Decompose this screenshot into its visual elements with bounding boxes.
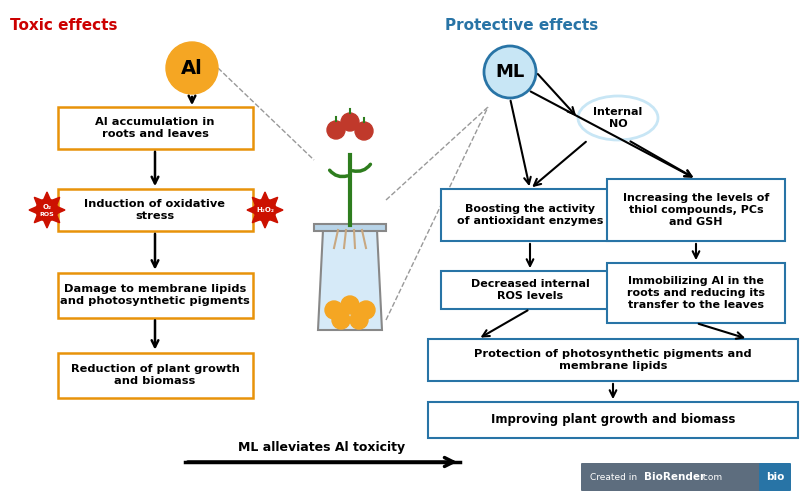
FancyBboxPatch shape [58, 353, 253, 397]
Polygon shape [318, 230, 382, 330]
Circle shape [332, 311, 350, 329]
Circle shape [36, 199, 58, 221]
Circle shape [341, 113, 359, 131]
Text: Boosting the activity
of antioxidant enzymes: Boosting the activity of antioxidant enz… [457, 204, 603, 226]
FancyBboxPatch shape [441, 271, 619, 309]
FancyBboxPatch shape [428, 402, 798, 438]
Circle shape [357, 301, 375, 319]
Text: H₂O₂: H₂O₂ [256, 207, 274, 213]
FancyBboxPatch shape [428, 339, 798, 381]
FancyBboxPatch shape [581, 463, 761, 491]
Text: Al: Al [181, 59, 203, 78]
Circle shape [350, 311, 368, 329]
Text: Internal
NO: Internal NO [594, 107, 642, 129]
Circle shape [166, 42, 218, 94]
Circle shape [341, 296, 359, 314]
Text: .com: .com [700, 472, 722, 481]
Text: Created in: Created in [590, 472, 640, 481]
Text: Toxic effects: Toxic effects [10, 18, 118, 33]
FancyBboxPatch shape [314, 224, 386, 231]
Text: Increasing the levels of
thiol compounds, PCs
and GSH: Increasing the levels of thiol compounds… [623, 192, 769, 227]
FancyBboxPatch shape [58, 107, 253, 149]
Text: bio: bio [766, 472, 784, 482]
Circle shape [484, 46, 536, 98]
Polygon shape [29, 192, 65, 228]
Polygon shape [247, 192, 283, 228]
FancyBboxPatch shape [607, 179, 785, 241]
Text: Protection of photosynthetic pigments and
membrane lipids: Protection of photosynthetic pigments an… [474, 349, 752, 371]
Circle shape [327, 121, 345, 139]
Text: ROS: ROS [40, 211, 54, 216]
Text: Reduction of plant growth
and biomass: Reduction of plant growth and biomass [70, 364, 239, 386]
FancyBboxPatch shape [759, 463, 791, 491]
Text: Decreased internal
ROS levels: Decreased internal ROS levels [470, 279, 590, 301]
Text: BioRender: BioRender [644, 472, 705, 482]
Text: Protective effects: Protective effects [445, 18, 598, 33]
Text: Induction of oxidative
stress: Induction of oxidative stress [85, 199, 226, 221]
Circle shape [355, 122, 373, 140]
Text: O₂: O₂ [42, 204, 51, 210]
Text: ML: ML [495, 63, 525, 81]
Text: ML alleviates Al toxicity: ML alleviates Al toxicity [238, 441, 406, 454]
Ellipse shape [578, 96, 658, 140]
FancyBboxPatch shape [607, 263, 785, 323]
Text: Al accumulation in
roots and leaves: Al accumulation in roots and leaves [95, 117, 214, 139]
Circle shape [254, 199, 276, 221]
Text: Improving plant growth and biomass: Improving plant growth and biomass [491, 413, 735, 426]
FancyBboxPatch shape [441, 189, 619, 241]
FancyBboxPatch shape [58, 273, 253, 318]
FancyBboxPatch shape [58, 189, 253, 231]
Text: Damage to membrane lipids
and photosynthetic pigments: Damage to membrane lipids and photosynth… [60, 284, 250, 306]
Text: Immobilizing Al in the
roots and reducing its
transfer to the leaves: Immobilizing Al in the roots and reducin… [627, 276, 765, 311]
Circle shape [325, 301, 343, 319]
